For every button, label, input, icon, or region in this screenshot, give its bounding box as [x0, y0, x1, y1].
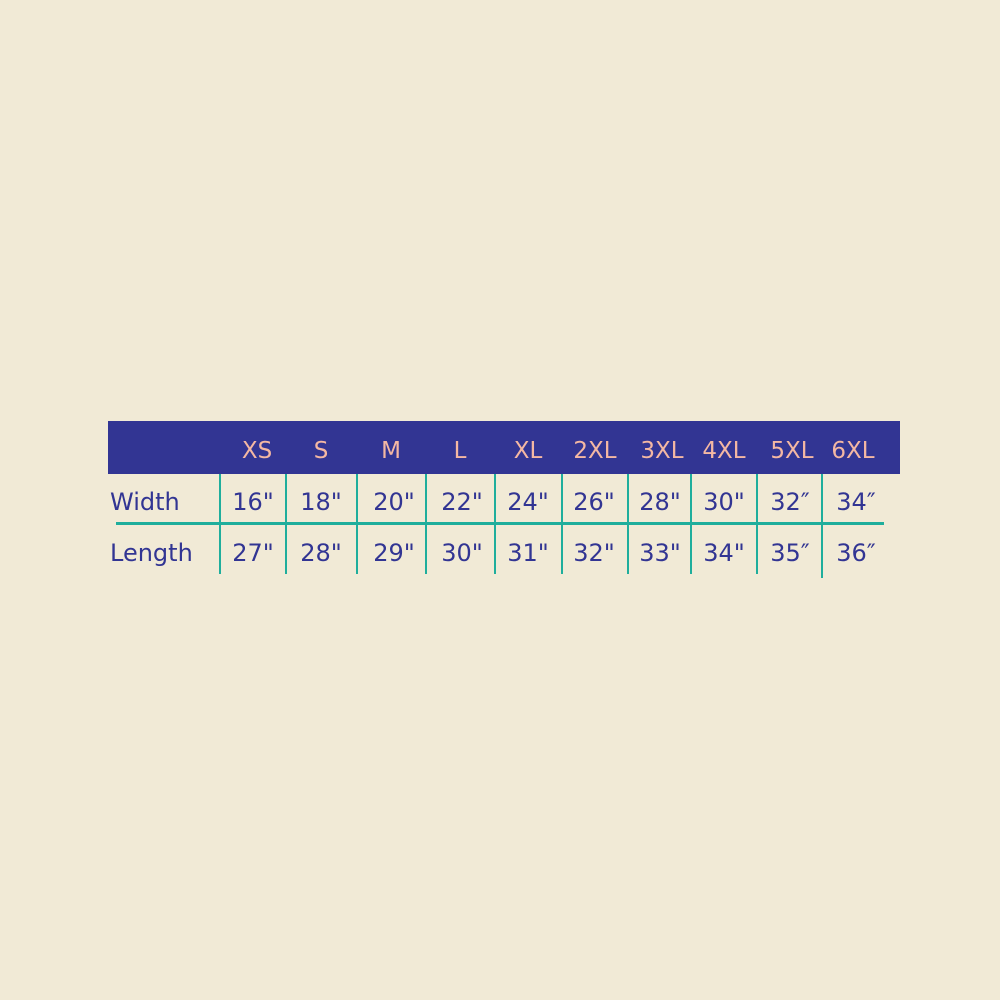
size-header-2xl: 2XL: [573, 438, 617, 464]
measurement-cell: 34″: [836, 488, 876, 516]
row-divider: [116, 522, 884, 525]
measurement-cell: 35″: [770, 539, 810, 567]
size-header-5xl: 5XL: [770, 438, 814, 464]
measurement-cell: 33": [639, 539, 681, 567]
measurement-cell: 31": [507, 539, 549, 567]
measurement-cell: 18": [300, 488, 342, 516]
size-header-s: S: [313, 438, 329, 464]
column-divider: [821, 474, 823, 578]
measurement-cell: 27": [232, 539, 274, 567]
measurement-cell: 29": [373, 539, 415, 567]
measurement-cell: 16": [232, 488, 274, 516]
row-label-length: Length: [110, 539, 193, 567]
size-header-4xl: 4XL: [702, 438, 746, 464]
measurement-cell: 22": [441, 488, 483, 516]
size-header-l: L: [453, 438, 467, 464]
measurement-cell: 32": [573, 539, 615, 567]
measurement-cell: 28": [639, 488, 681, 516]
measurement-cell: 34": [703, 539, 745, 567]
size-header-3xl: 3XL: [640, 438, 684, 464]
size-header-bar: [108, 421, 900, 474]
measurement-cell: 32″: [770, 488, 810, 516]
measurement-cell: 30": [441, 539, 483, 567]
measurement-cell: 36″: [836, 539, 876, 567]
size-header-xl: XL: [513, 438, 543, 464]
measurement-cell: 30": [703, 488, 745, 516]
measurement-cell: 20": [373, 488, 415, 516]
measurement-cell: 24": [507, 488, 549, 516]
size-header-m: M: [381, 438, 401, 464]
measurement-cell: 28": [300, 539, 342, 567]
row-label-width: Width: [110, 488, 180, 516]
size-header-6xl: 6XL: [831, 438, 875, 464]
size-header-xs: XS: [241, 438, 273, 464]
measurement-cell: 26": [573, 488, 615, 516]
